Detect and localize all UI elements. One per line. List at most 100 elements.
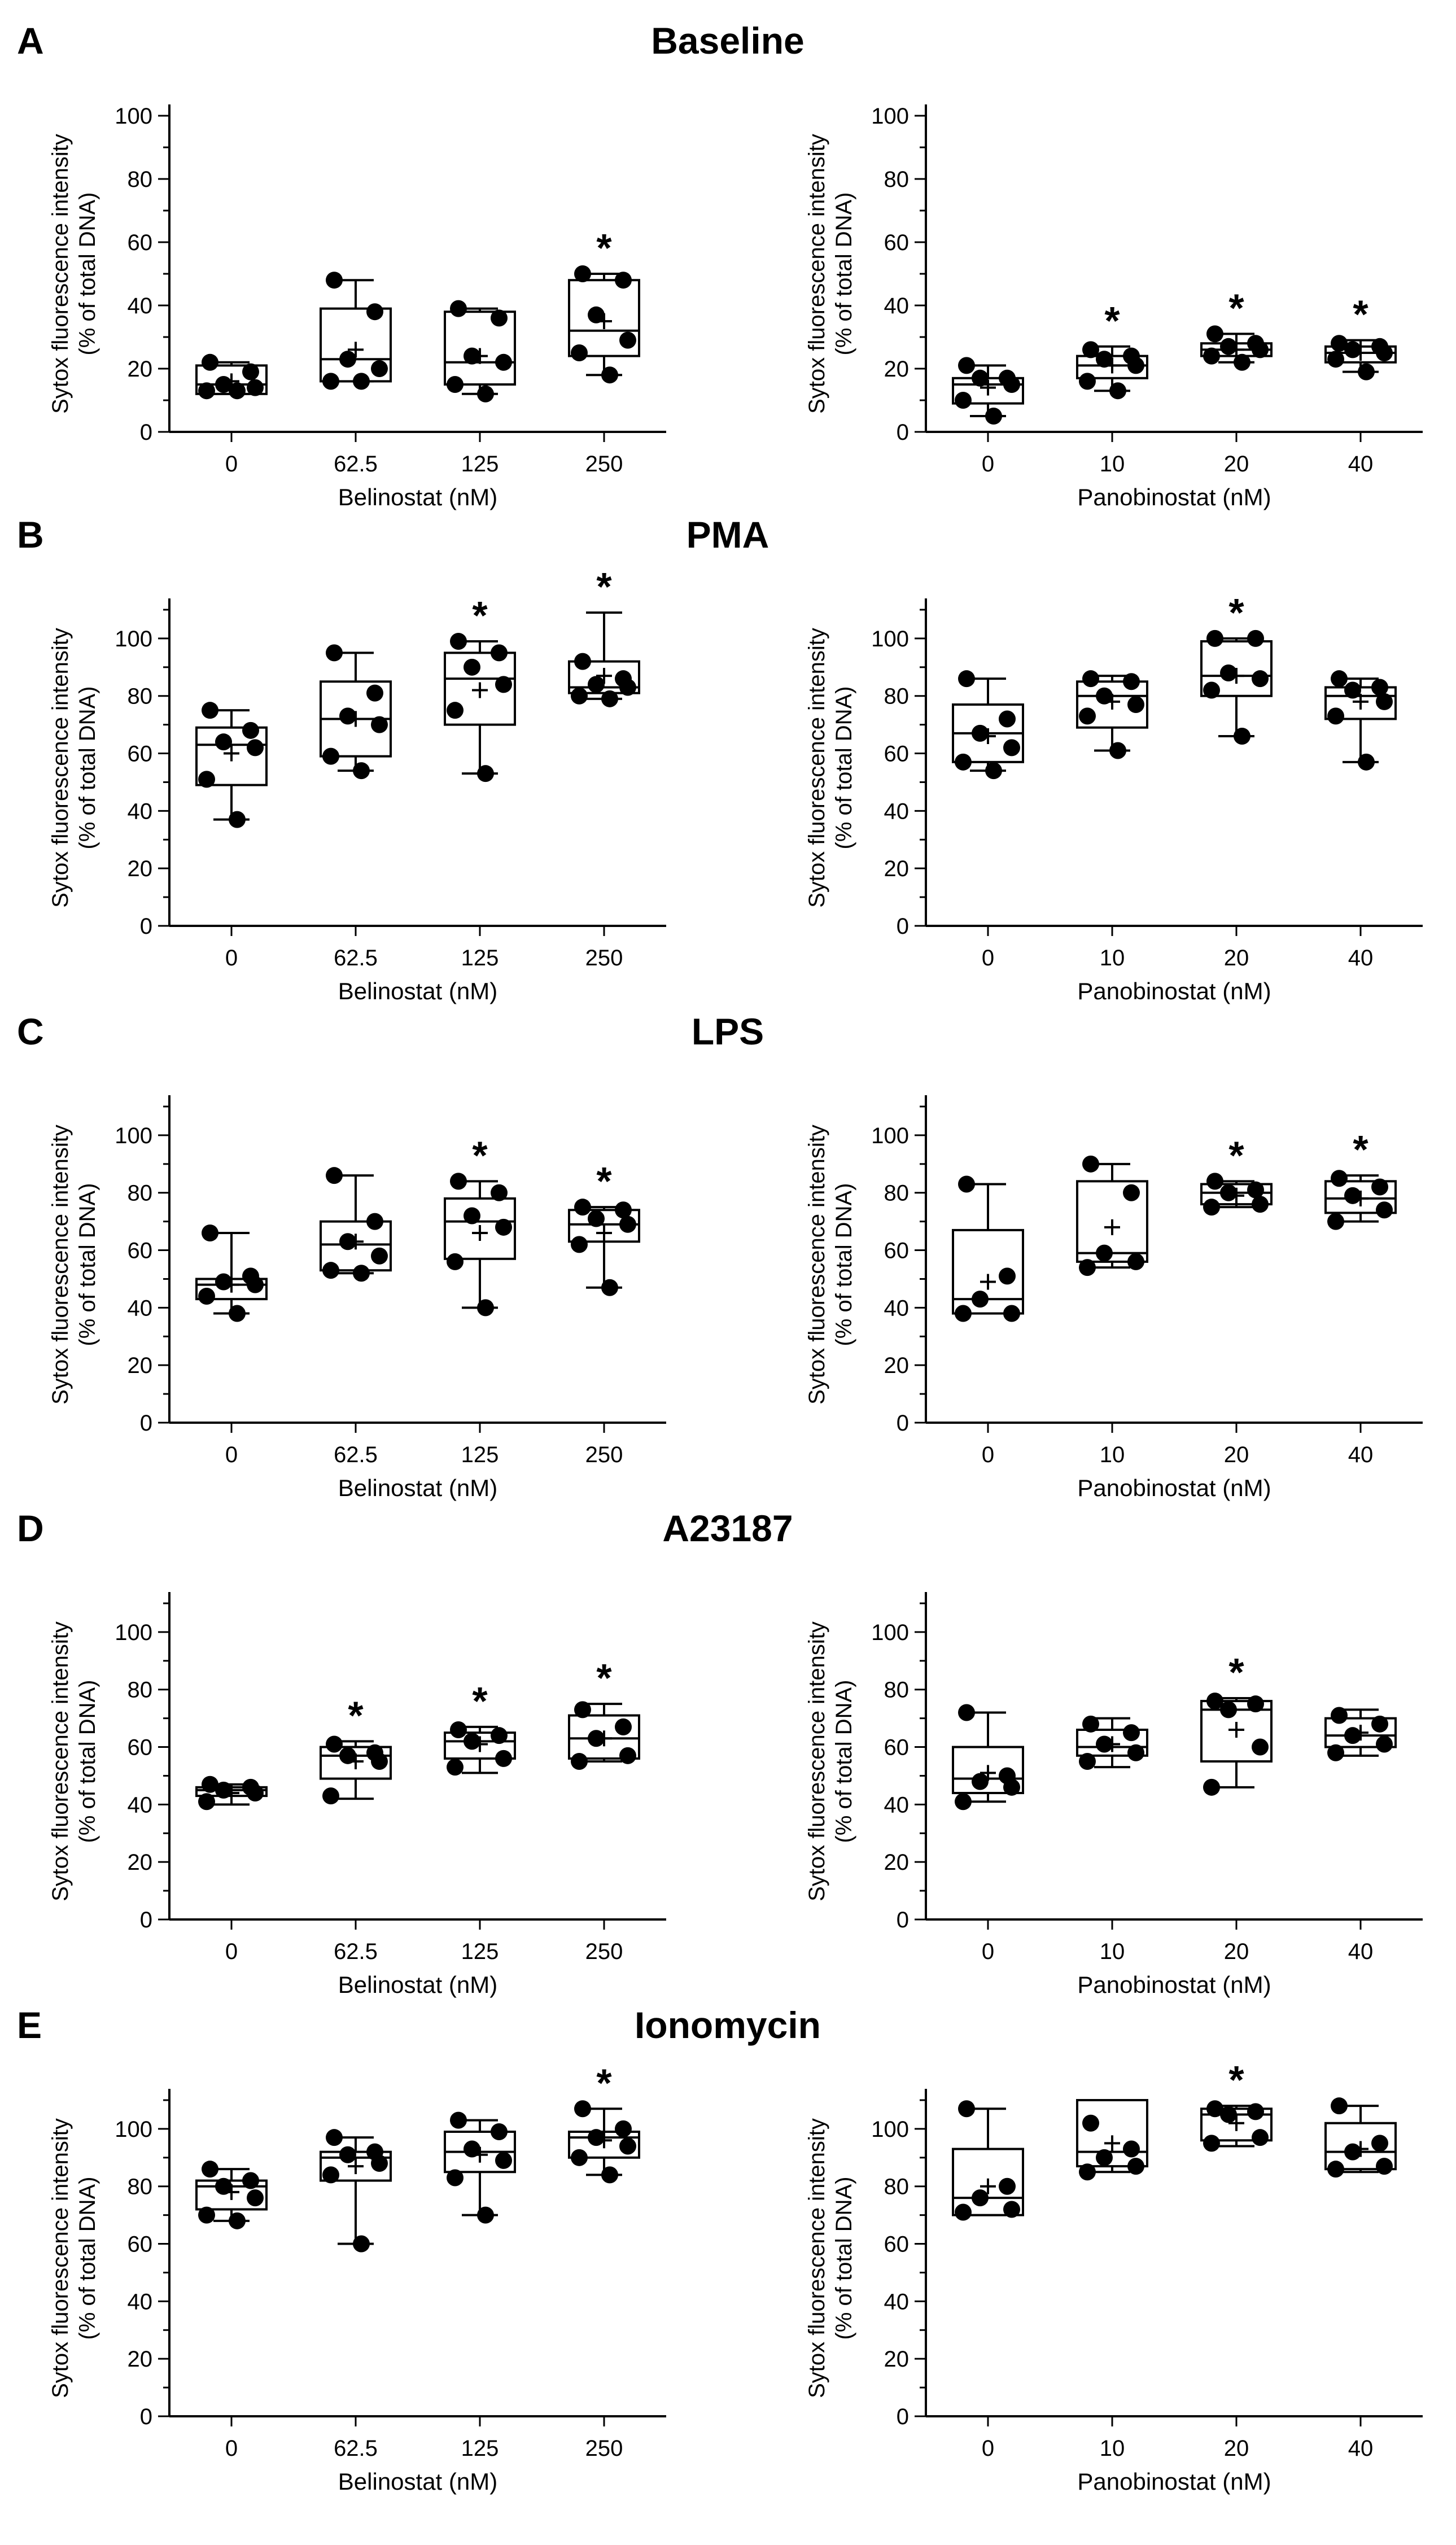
- box-group: [320, 2129, 392, 2253]
- data-point: [1096, 1244, 1113, 1262]
- y-tick-label: 40: [884, 799, 910, 824]
- data-point: [1252, 341, 1269, 358]
- x-tick-label: 0: [225, 946, 238, 970]
- data-point: [366, 1213, 383, 1230]
- data-point: [495, 353, 512, 371]
- data-point: [972, 369, 989, 387]
- y-tick-label: 60: [884, 2232, 910, 2257]
- y-axis-label-line1: Sytox fluorescence intensity: [804, 628, 829, 908]
- data-point: [1123, 1184, 1140, 1201]
- box-group: *: [568, 565, 640, 707]
- data-point: [371, 2155, 388, 2172]
- y-tick-label: 40: [884, 1296, 910, 1320]
- data-point: [202, 353, 218, 371]
- data-point: [1331, 1707, 1348, 1724]
- data-point: [1079, 373, 1096, 390]
- y-tick-label: 60: [128, 742, 153, 767]
- y-tick-label: 80: [884, 1678, 910, 1703]
- box-group: *: [568, 2061, 640, 2184]
- x-tick-label: 20: [1224, 2436, 1249, 2461]
- chart-d-belinostat: 0 20 40 60 80 100 Sytox fluorescence intensity…: [48, 1592, 666, 1998]
- data-point: [1358, 753, 1375, 771]
- data-point: [371, 360, 388, 377]
- data-point: [477, 765, 494, 782]
- y-tick-label: 40: [128, 294, 153, 318]
- panel-letter: C: [17, 1011, 44, 1052]
- data-point: [198, 1288, 215, 1305]
- box-group: [320, 644, 392, 780]
- significance-marker: *: [348, 1693, 364, 1737]
- data-point: [495, 2152, 512, 2169]
- x-tick-label: 250: [585, 2436, 623, 2461]
- box-group: [195, 1225, 268, 1322]
- y-tick-label: 60: [884, 742, 910, 767]
- data-point: [955, 1305, 972, 1322]
- box-group: [952, 670, 1024, 780]
- data-point: [242, 2172, 259, 2189]
- box-group: *: [444, 1679, 516, 1776]
- data-point: [571, 1753, 588, 1770]
- data-point: [198, 771, 215, 788]
- y-tick-label: 100: [871, 104, 909, 129]
- data-point: [1082, 2114, 1099, 2132]
- data-point: [1203, 1778, 1220, 1796]
- y-axis-label: Sytox fluorescence intensity (% of total …: [804, 628, 856, 908]
- y-axis-label-line2: (% of total DNA): [832, 2177, 856, 2340]
- data-point: [198, 1793, 215, 1811]
- x-tick-label: 250: [585, 946, 623, 970]
- data-point: [574, 1701, 591, 1718]
- data-point: [1252, 670, 1269, 688]
- y-tick-label: 60: [128, 230, 153, 255]
- x-axis-label: Panobinostat (nM): [1077, 484, 1271, 510]
- data-point: [1206, 2100, 1223, 2118]
- data-point: [371, 1247, 388, 1265]
- data-point: [1206, 629, 1223, 647]
- data-point: [1331, 2097, 1348, 2115]
- data-point: [1123, 1724, 1140, 1742]
- box-group: *: [1200, 286, 1273, 371]
- data-point: [619, 1215, 636, 1233]
- box-group: *: [444, 1133, 516, 1317]
- y-tick-label: 80: [128, 1181, 153, 1206]
- box-group: [952, 1704, 1024, 1811]
- significance-marker: *: [596, 226, 612, 270]
- box-group: [1324, 2097, 1397, 2178]
- data-point: [958, 1175, 975, 1193]
- data-point: [1079, 707, 1096, 725]
- data-point: [1206, 1173, 1223, 1190]
- data-point: [601, 1279, 618, 1296]
- x-tick-label: 10: [1100, 1939, 1125, 1964]
- y-tick-label: 0: [897, 2404, 909, 2429]
- data-point: [247, 1785, 264, 1801]
- data-point: [1371, 2135, 1388, 2152]
- y-tick-label: 20: [884, 2347, 910, 2372]
- y-tick-label: 40: [884, 294, 910, 318]
- y-axis-label-line1: Sytox fluorescence intensity: [804, 134, 829, 414]
- data-point: [202, 1776, 218, 1793]
- x-tick-label: 40: [1348, 1442, 1374, 1467]
- data-point: [1109, 382, 1126, 400]
- y-axis-label-line1: Sytox fluorescence intensity: [48, 134, 73, 414]
- data-point: [202, 2161, 218, 2178]
- y-tick-label: 0: [140, 420, 152, 445]
- y-tick-label: 100: [115, 627, 152, 651]
- data-point: [574, 653, 591, 670]
- data-point: [1003, 1778, 1020, 1796]
- data-point: [322, 1262, 339, 1279]
- data-point: [1203, 347, 1220, 365]
- y-axis-label-line2: (% of total DNA): [75, 193, 100, 356]
- data-point: [198, 382, 215, 400]
- y-axis-label: Sytox fluorescence intensity (% of total …: [804, 134, 856, 414]
- data-point: [1331, 1170, 1348, 1187]
- data-point: [491, 1184, 508, 1201]
- data-point: [495, 676, 512, 693]
- box-group: [1324, 1707, 1397, 1761]
- data-point: [1344, 341, 1361, 358]
- box-group: [952, 2100, 1024, 2221]
- data-point: [1220, 664, 1237, 681]
- data-point: [588, 1210, 605, 1227]
- data-point: [450, 1721, 467, 1738]
- box-group: *: [1200, 1650, 1273, 1796]
